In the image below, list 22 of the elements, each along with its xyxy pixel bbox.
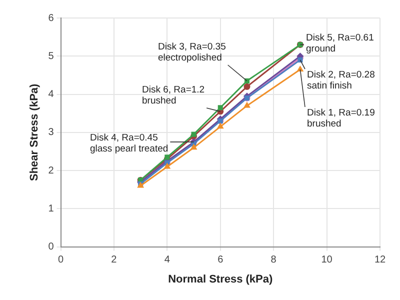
annotation: Disk 1, Ra=0.19 brushed — [307, 107, 375, 130]
x-tick-label: 10 — [321, 254, 333, 266]
x-tick-label: 8 — [270, 254, 277, 266]
x-tick-label: 6 — [218, 254, 224, 266]
y-tick-label: 0 — [48, 242, 54, 253]
x-tick-label: 2 — [111, 254, 118, 266]
x-tick-label: 12 — [374, 254, 386, 266]
annotation: Disk 6, Ra=1.2 brushed — [142, 84, 205, 106]
y-tick-label: 6 — [48, 12, 54, 24]
y-axis-title: Shear Stress (kPa) — [28, 83, 41, 182]
y-tick-label: 1 — [48, 203, 54, 214]
y-tick-label: 2 — [48, 165, 54, 176]
y-tick-label: 4 — [48, 89, 54, 100]
x-tick-label: 4 — [164, 254, 170, 266]
y-tick-label: 3 — [48, 127, 54, 138]
annotation: Disk 5, Ra=0.61 ground — [306, 32, 374, 54]
annotation: Disk 3, Ra=0.35 electropolished — [158, 41, 226, 64]
y-tick-label: 5 — [48, 50, 54, 62]
annotation: Disk 4, Ra=0.45 glass pearl treated — [90, 132, 168, 154]
annotation: Disk 2, Ra=0.28 satin finish — [307, 69, 375, 92]
x-tick-label: 0 — [58, 254, 64, 266]
x-axis-title: Normal Stress (kPa) — [168, 273, 273, 286]
